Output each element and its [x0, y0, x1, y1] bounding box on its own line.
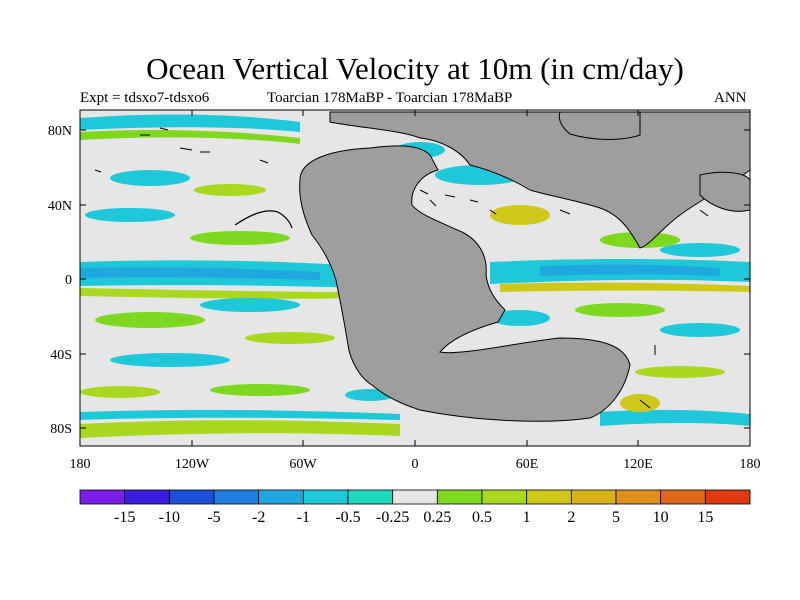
map-ticks	[79, 110, 751, 446]
south-belt-green	[80, 420, 400, 438]
colorbar-label: 15	[697, 509, 713, 526]
colorbar-swatch	[258, 489, 304, 505]
patch	[635, 366, 725, 378]
colorbar-swatch	[615, 489, 662, 505]
colorbar-swatch	[124, 489, 170, 505]
velocity-field	[80, 114, 750, 438]
colorbar-swatch	[302, 489, 349, 505]
equatorial-downwelling-band	[80, 288, 350, 299]
patch	[210, 384, 310, 396]
south-belt-cyan	[80, 409, 400, 420]
patch	[620, 394, 660, 412]
patch	[85, 208, 175, 222]
indian-equatorial-core	[540, 264, 720, 276]
patch	[95, 312, 205, 328]
colorbar: -15 -10 -5 -2 -1 -0.5 -0.25 0.25 0.5 1 2 5 10 15	[79, 489, 751, 526]
colorbar-label: -0.25	[376, 509, 409, 526]
colorbar-label: -0.5	[335, 509, 360, 526]
colorbar-label: 5	[612, 509, 620, 526]
patch	[110, 353, 230, 367]
pangaea-landmass	[299, 145, 631, 422]
map-panel	[80, 110, 750, 446]
laurasia-north	[329, 111, 750, 249]
lat-tick-label: 40S	[50, 348, 72, 363]
lon-tick-label: 180	[70, 457, 91, 472]
island	[94, 127, 269, 173]
colorbar-label: 0.5	[472, 509, 492, 526]
lat-tick-label: 40N	[48, 199, 72, 214]
colorbar-label: -10	[159, 509, 180, 526]
lat-tick-label: 0	[65, 273, 72, 288]
colorbar-swatch	[347, 489, 394, 505]
patch	[80, 386, 160, 398]
season-label: ANN	[714, 90, 747, 106]
period-label: Toarcian 178MaBP - Toarcian 178MaBP	[267, 90, 513, 106]
colorbar-swatch	[526, 489, 572, 505]
patch	[110, 170, 190, 186]
patch	[245, 332, 335, 344]
colorbar-swatch	[481, 489, 528, 505]
patch	[660, 243, 740, 257]
colorbar-label: 1	[523, 509, 531, 526]
indian-downwelling-band	[500, 282, 750, 292]
colorbar-label: 2	[567, 509, 575, 526]
colorbar-label: 0.25	[423, 509, 451, 526]
colorbar-swatch	[570, 489, 617, 505]
colorbar-swatch	[79, 489, 126, 505]
lon-tick-label: 60W	[289, 457, 317, 472]
colorbar-swatch	[704, 489, 751, 505]
patch	[490, 310, 550, 326]
island	[419, 189, 571, 215]
patch	[660, 323, 740, 337]
colorbar-label: -5	[207, 509, 220, 526]
map-title: Ocean Vertical Velocity at 10m (in cm/da…	[146, 51, 684, 86]
lon-tick-label: 120E	[623, 457, 653, 472]
patch	[194, 184, 266, 196]
experiment-label: Expt = tdsxo7-tdsxo6	[80, 90, 210, 106]
east-peninsula	[699, 171, 750, 212]
patch	[575, 303, 665, 317]
colorbar-swatch	[392, 489, 438, 505]
patch	[200, 298, 300, 312]
colorbar-swatch	[213, 489, 260, 505]
arctic-island	[558, 111, 641, 140]
colorbar-label: 10	[653, 509, 669, 526]
south-belt-east	[600, 409, 750, 426]
lat-tick-label: 80S	[50, 422, 72, 437]
patch	[190, 231, 290, 245]
colorbar-swatch	[436, 489, 483, 505]
lon-tick-label: 120W	[175, 457, 210, 472]
colorbar-label: -15	[114, 509, 135, 526]
colorbar-label: -1	[297, 509, 310, 526]
patch	[490, 205, 550, 225]
equatorial-core	[80, 267, 320, 280]
island	[639, 209, 709, 409]
north-belt-cyan	[80, 114, 300, 132]
colorbar-label: -2	[252, 509, 265, 526]
longitude-labels: 180 120W 60W 0 60E 120E 180	[70, 457, 761, 472]
lon-tick-label: 180	[740, 457, 761, 472]
colorbar-swatch	[168, 489, 215, 505]
island	[234, 210, 293, 229]
colorbar-swatch	[660, 489, 706, 505]
latitude-labels: 80N 40N 0 40S 80S	[48, 124, 72, 437]
north-belt-green	[80, 130, 300, 144]
lon-tick-label: 60E	[516, 457, 539, 472]
lat-tick-label: 80N	[48, 124, 72, 139]
lon-tick-label: 0	[412, 457, 419, 472]
